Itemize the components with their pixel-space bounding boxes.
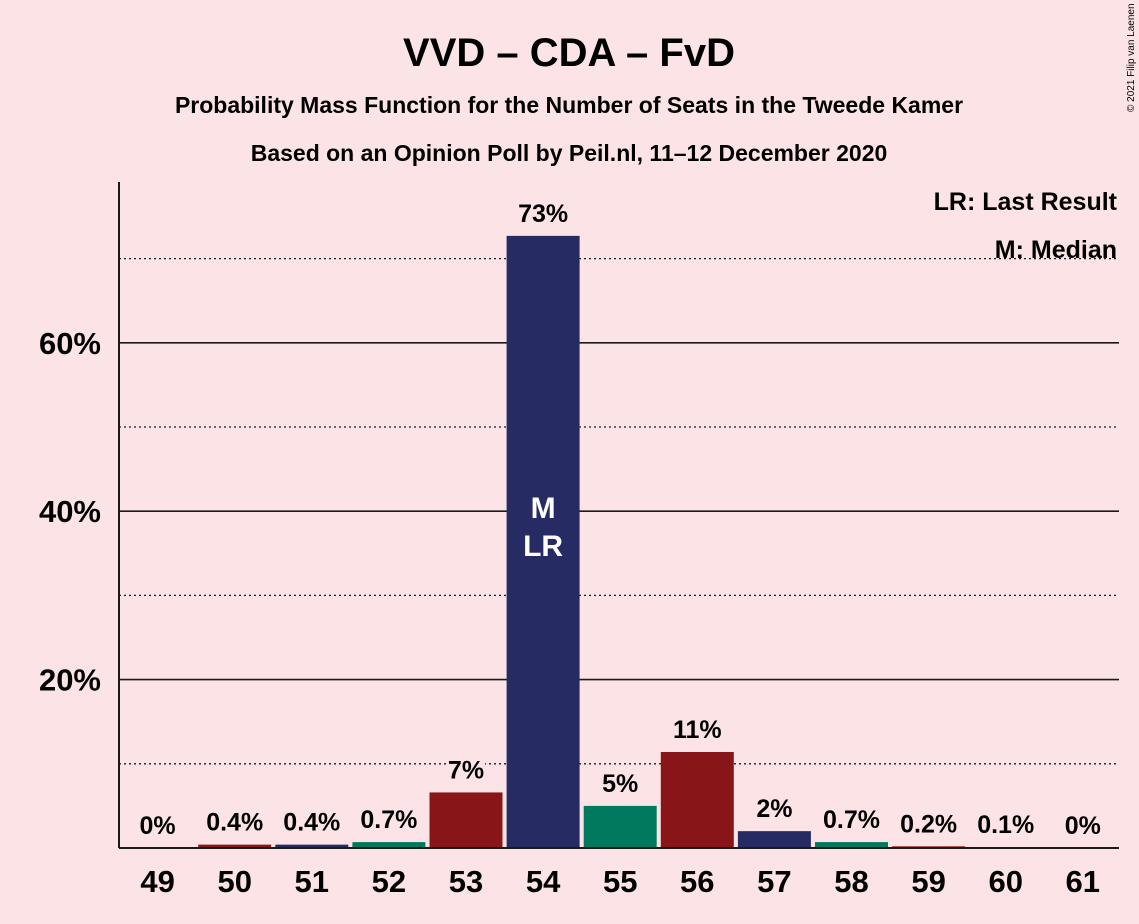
last-result-marker: LR <box>523 530 563 563</box>
bars <box>198 235 1043 849</box>
value-label-58: 0.7% <box>823 806 880 834</box>
value-label-backdrop <box>278 806 345 839</box>
value-label-51: 0.4% <box>283 809 340 837</box>
value-label-backdrop <box>1063 810 1102 842</box>
value-label-49: 0% <box>140 812 176 840</box>
bar-50 <box>198 844 272 848</box>
value-label-54: 73% <box>518 200 568 228</box>
x-tick-label: 50 <box>217 864 251 899</box>
x-tick-label: 54 <box>526 864 561 899</box>
value-label-backdrop <box>972 809 1039 842</box>
value-label-55: 5% <box>602 770 638 798</box>
x-axis-ticks: 49 50 51 52 53 54 55 56 57 58 59 60 61 <box>140 864 1100 899</box>
bar-55 <box>583 805 657 848</box>
y-tick-label: 40% <box>39 494 101 529</box>
value-label-backdrop <box>355 804 422 837</box>
bar-51 <box>275 844 349 848</box>
value-labels: 0% 0.4% 0.4% 0.7% 7% 73% 5% 11% 2% 0.7% 0.2% 0.1% 0%… <box>138 197 1102 842</box>
bar-58 <box>815 842 888 848</box>
x-tick-label: 58 <box>834 864 868 899</box>
value-label-57: 2% <box>756 795 792 823</box>
y-axis-ticks: 20% 40% 60% <box>39 326 101 698</box>
legend-last-result: LR: Last Result <box>934 188 1118 216</box>
x-tick-label: 52 <box>372 864 406 899</box>
value-label-60: 0.1% <box>977 811 1034 839</box>
value-label-backdrop <box>138 810 177 842</box>
y-tick-label: 20% <box>39 663 101 698</box>
bar-57 <box>737 831 811 848</box>
value-label-56: 11% <box>673 716 722 744</box>
value-label-backdrop <box>818 804 885 837</box>
value-label-50: 0.4% <box>206 809 263 837</box>
x-tick-label: 55 <box>603 864 637 899</box>
legend-median: M: Median <box>995 236 1117 264</box>
value-label-52: 0.7% <box>360 806 417 834</box>
median-marker: M <box>531 492 556 525</box>
x-tick-label: 61 <box>1066 864 1100 899</box>
x-tick-label: 57 <box>757 864 791 899</box>
chart-subtitle-1: Probability Mass Function for the Number… <box>175 92 963 118</box>
value-label-backdrop <box>517 197 570 230</box>
bar-52 <box>352 842 426 848</box>
bar-53 <box>429 792 503 848</box>
chart-title: VVD – CDA – FvD <box>403 31 735 75</box>
bar-56 <box>660 752 734 848</box>
copyright-note: © 2021 Filip van Laenen <box>1126 3 1137 112</box>
y-tick-label: 60% <box>39 326 101 361</box>
gridlines <box>119 257 1119 765</box>
x-tick-label: 59 <box>911 864 945 899</box>
value-label-backdrop <box>671 714 724 747</box>
x-tick-label: 53 <box>449 864 483 899</box>
value-label-53: 7% <box>448 756 484 784</box>
bar-54 <box>506 235 580 849</box>
value-label-backdrop <box>601 767 640 800</box>
x-tick-label: 60 <box>988 864 1022 899</box>
chart-subtitle-2: Based on an Opinion Poll by Peil.nl, 11–… <box>251 140 888 166</box>
value-label-backdrop <box>447 754 485 787</box>
value-label-59: 0.2% <box>900 810 957 838</box>
value-label-backdrop <box>201 806 268 839</box>
value-label-backdrop <box>755 793 794 826</box>
x-tick-label: 56 <box>680 864 714 899</box>
value-label-61: 0% <box>1065 812 1101 840</box>
x-tick-label: 49 <box>140 864 174 899</box>
x-tick-label: 51 <box>295 864 329 899</box>
value-label-backdrop <box>895 808 962 841</box>
